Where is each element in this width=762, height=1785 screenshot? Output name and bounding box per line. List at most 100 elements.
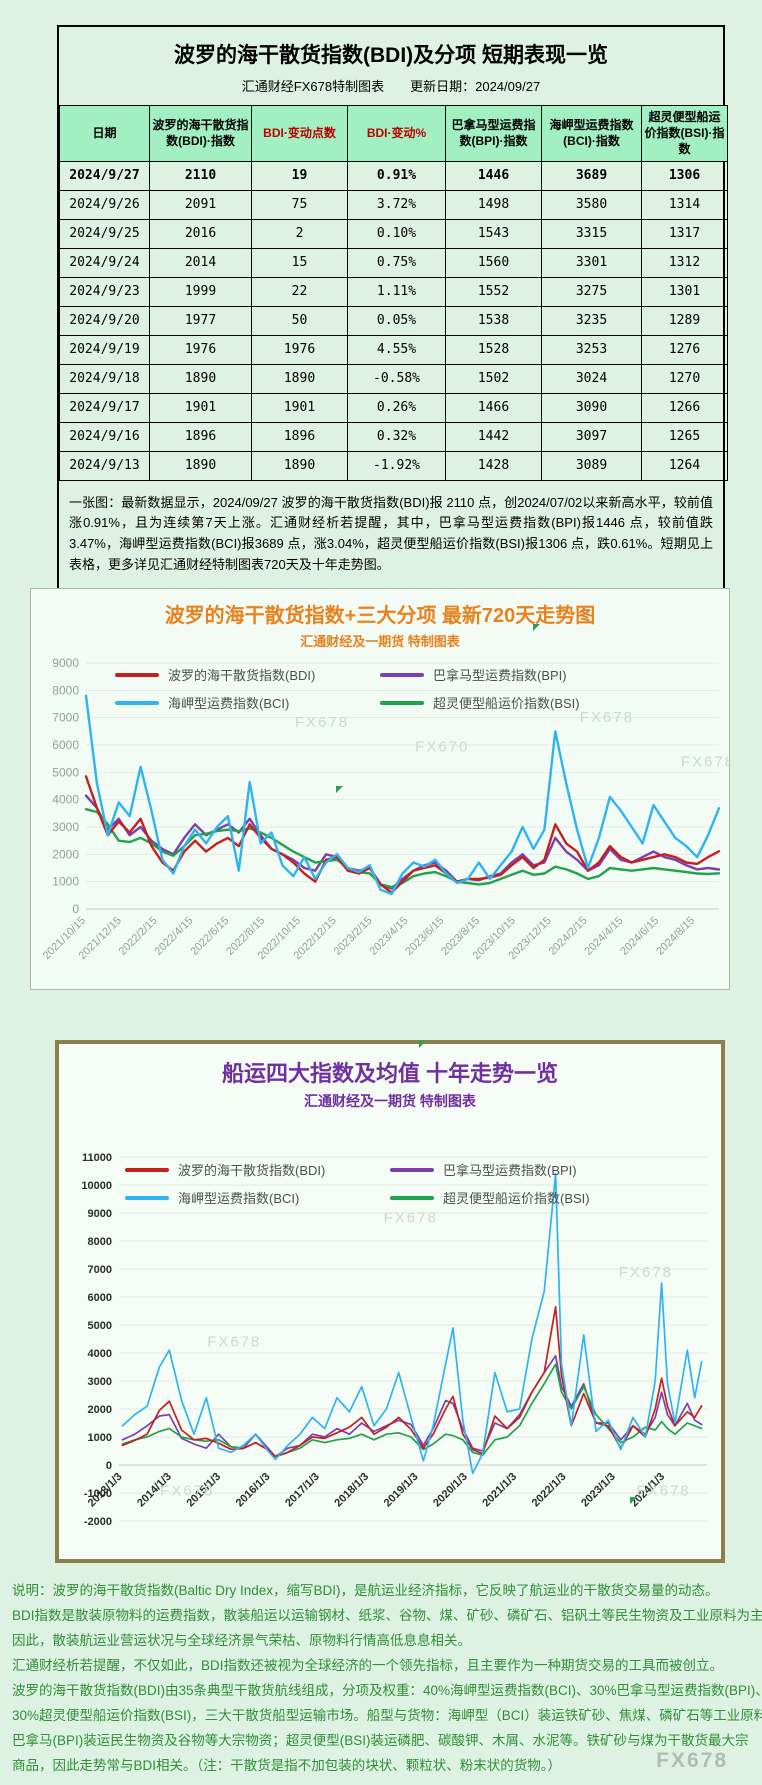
chart2-legend: 波罗的海干散货指数(BDI) 巴拿马型运费指数(BPI) 海岬型运费指数(BCI) 超… [59, 1160, 721, 1207]
table-cell: 3097 [541, 421, 642, 452]
table-cell: 1976 [149, 334, 252, 365]
table-cell: 50 [251, 305, 348, 336]
footer-line: 商品，因此走势常与BDI相关。（注：干散货是指不加包装的块状、颗粒状、粉末状的货… [12, 1758, 562, 1773]
col-header-bdi-change-pct: BDI·变动% [347, 105, 446, 162]
bdi-summary-panel: 波罗的海干散货指数(BDI)及分项 短期表现一览 汇通财经FX678特制图表 更新… [57, 25, 728, 590]
table-cell: 1502 [445, 363, 542, 394]
svg-text:7000: 7000 [88, 1264, 112, 1276]
table-cell: 2024/9/23 [59, 276, 150, 307]
table-cell: 1301 [641, 276, 728, 307]
table-cell: 3689 [541, 160, 642, 191]
svg-text:6000: 6000 [88, 1292, 112, 1304]
table-cell: 2024/9/17 [59, 392, 150, 423]
svg-text:1000: 1000 [52, 875, 79, 889]
table-cell: 1896 [149, 421, 252, 452]
svg-text:FX670: FX670 [415, 739, 469, 756]
footer-line: 汇通财经析若提醒，不仅如此，BDI指数还被视为全球经济的一个领先指标，且主要作为… [12, 1658, 724, 1673]
table-header: 日期 波罗的海干散货指数(BDI)·指数 BDI·变动点数 BDI·变动% 巴拿… [59, 105, 728, 162]
table-header-row: 日期 波罗的海干散货指数(BDI)·指数 BDI·变动点数 BDI·变动% 巴拿… [59, 105, 728, 162]
table-cell: 3.72% [347, 189, 446, 220]
svg-text:2017/1/3: 2017/1/3 [283, 1471, 322, 1510]
svg-text:-2000: -2000 [84, 1516, 112, 1528]
svg-text:FX678: FX678 [619, 1264, 673, 1281]
table-row: 2024/9/26 2091 75 3.72% 1498 3580 1314 [59, 189, 728, 220]
table-cell: 1890 [149, 363, 252, 394]
svg-text:2024/8/15: 2024/8/15 [654, 915, 697, 958]
table-cell: 0.91% [347, 160, 446, 191]
legend-item: 波罗的海干散货指数(BDI) [115, 665, 380, 684]
table-cell: 2091 [149, 189, 252, 220]
artifact-triangle [533, 624, 540, 631]
legend-item: 海岬型运费指数(BCI) [115, 693, 380, 712]
table-cell: 1528 [445, 334, 542, 365]
svg-text:2019/1/3: 2019/1/3 [382, 1471, 421, 1510]
col-header-bdi-change-points: BDI·变动点数 [251, 105, 348, 162]
table-cell: 1890 [251, 363, 348, 394]
svg-text:0: 0 [106, 1460, 112, 1472]
legend-swatch [125, 1167, 169, 1172]
svg-text:2000: 2000 [52, 847, 79, 861]
legend-item: 超灵便型船运价指数(BSI) [380, 693, 645, 712]
footer-line: 说明：波罗的海干散货指数(Baltic Dry Index，缩写BDI)，是航运… [12, 1583, 719, 1598]
svg-text:FX678: FX678 [384, 1210, 438, 1227]
table-subtitle: 汇通财经FX678特制图表 更新日期：2024/09/27 [59, 76, 723, 95]
svg-text:3000: 3000 [52, 820, 79, 834]
table-cell: 1552 [445, 276, 542, 307]
table-row: 2024/9/13 1890 1890 -1.92% 1428 3089 1264 [59, 450, 728, 481]
table-cell: 2016 [149, 218, 252, 249]
table-cell: 1999 [149, 276, 252, 307]
table-cell: 1317 [641, 218, 728, 249]
svg-text:2018/1/3: 2018/1/3 [332, 1471, 371, 1510]
table-row: 2024/9/27 2110 19 0.91% 1446 3689 1306 [59, 160, 728, 191]
svg-text:2021/1/3: 2021/1/3 [480, 1471, 519, 1510]
table-cell: 1270 [641, 363, 728, 394]
svg-text:FX678: FX678 [681, 753, 731, 770]
table-cell: 2024/9/13 [59, 450, 150, 481]
table-cell: -0.58% [347, 363, 446, 394]
table-cell: 22 [251, 276, 348, 307]
artifact-triangle [630, 1497, 637, 1504]
table-cell: 3301 [541, 247, 642, 278]
table-cell: 1276 [641, 334, 728, 365]
table-cell: 1538 [445, 305, 542, 336]
legend-label: 超灵便型船运价指数(BSI) [443, 1191, 590, 1206]
chart-720day-panel: 波罗的海干散货指数+三大分项 最新720天走势图 汇通财经及一期货 特制图表 波… [30, 588, 731, 990]
svg-text:6000: 6000 [52, 738, 79, 752]
col-header-bci: 海岬型运费指数(BCI)·指数 [541, 105, 642, 162]
summary-note: 一张图：最新数据显示，2024/09/27 波罗的海干散货指数(BDI)报 21… [69, 494, 713, 572]
svg-text:9000: 9000 [88, 1208, 112, 1220]
table-cell: 1312 [641, 247, 728, 278]
table-cell: 1265 [641, 421, 728, 452]
table-cell: 1976 [251, 334, 348, 365]
col-header-date: 日期 [59, 105, 150, 162]
table-cell: 1896 [251, 421, 348, 452]
table-cell: 2024/9/20 [59, 305, 150, 336]
table-cell: 1890 [149, 450, 252, 481]
legend-label: 海岬型运费指数(BCI) [178, 1191, 300, 1206]
svg-text:8000: 8000 [52, 683, 79, 697]
table-row: 2024/9/25 2016 2 0.10% 1543 3315 1317 [59, 218, 728, 249]
svg-text:10000: 10000 [81, 1180, 112, 1192]
svg-text:2016/1/3: 2016/1/3 [234, 1471, 273, 1510]
table-row: 2024/9/23 1999 22 1.11% 1552 3275 1301 [59, 276, 728, 307]
col-header-bsi: 超灵便型船运价指数(BSI)·指数 [641, 105, 728, 162]
table-cell: 1543 [445, 218, 542, 249]
fx678-watermark: FX678 [656, 1749, 728, 1772]
table-cell: 0.75% [347, 247, 446, 278]
table-cell: 2024/9/24 [59, 247, 150, 278]
table-cell: 1306 [641, 160, 728, 191]
table-cell: 2 [251, 218, 348, 249]
table-cell: 2024/9/27 [59, 160, 150, 191]
table-body: 2024/9/27 2110 19 0.91% 1446 3689 1306 2024/9/2… [59, 160, 728, 481]
table-cell: 3024 [541, 363, 642, 394]
table-cell: 2024/9/25 [59, 218, 150, 249]
table-cell: 2024/9/26 [59, 189, 150, 220]
svg-text:FX678: FX678 [580, 709, 634, 726]
footer-line: BDI指数是散装原物料的运费指数，散装船运以运输钢材、纸浆、谷物、煤、矿砂、磷矿… [12, 1608, 762, 1623]
table-cell: 3090 [541, 392, 642, 423]
table-cell: 1446 [445, 160, 542, 191]
table-cell: 1901 [149, 392, 252, 423]
table-cell: 3253 [541, 334, 642, 365]
svg-text:FX678: FX678 [160, 1483, 214, 1500]
chart2-subtitle: 汇通财经及一期货 特制图表 [304, 1093, 476, 1109]
